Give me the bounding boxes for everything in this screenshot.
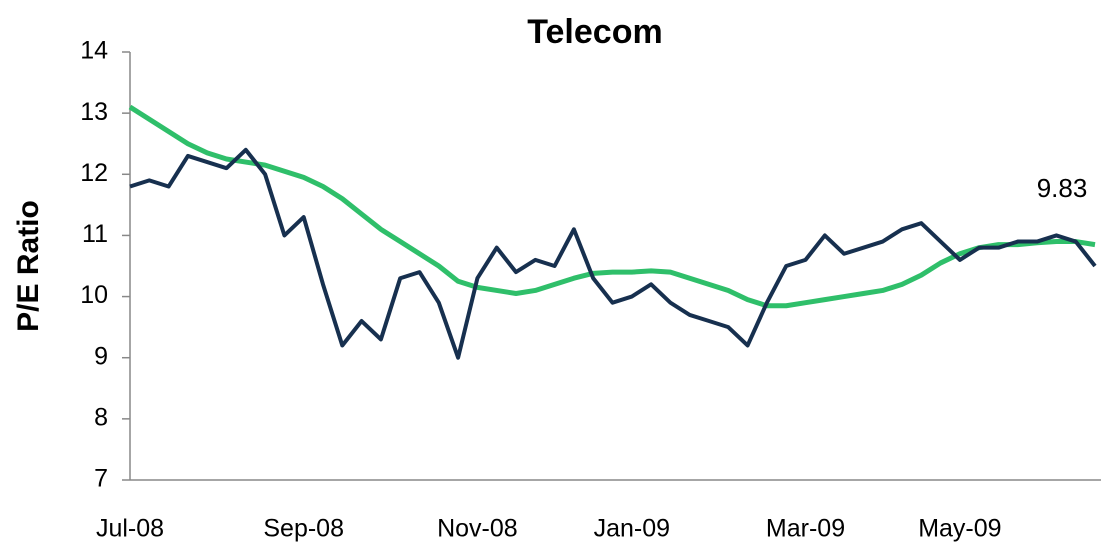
y-tick-label: 11 (82, 220, 108, 248)
x-tick-label: Jul-08 (96, 515, 164, 543)
chart-title: Telecom (527, 13, 662, 51)
y-tick-label: 12 (80, 159, 108, 187)
x-tick-label: Nov-08 (437, 515, 518, 543)
series-line (129, 147, 1097, 360)
annotation: 9.83 (1037, 173, 1088, 203)
y-tick-label: 10 (80, 281, 108, 309)
x-tick-label: Jan-09 (594, 515, 670, 543)
y-tick-label: 13 (80, 98, 108, 126)
y-axis-label: P/E Ratio (12, 200, 45, 332)
series-line (128, 104, 1096, 309)
y-tick-label: 14 (80, 37, 108, 65)
y-tick-label: 8 (94, 403, 108, 431)
x-tick-label: Mar-09 (766, 515, 845, 543)
x-tick-label: May-09 (918, 515, 1001, 543)
x-tick-label: Sep-08 (263, 515, 344, 543)
y-tick-label: 9 (94, 342, 108, 370)
y-tick-label: 7 (94, 465, 108, 493)
